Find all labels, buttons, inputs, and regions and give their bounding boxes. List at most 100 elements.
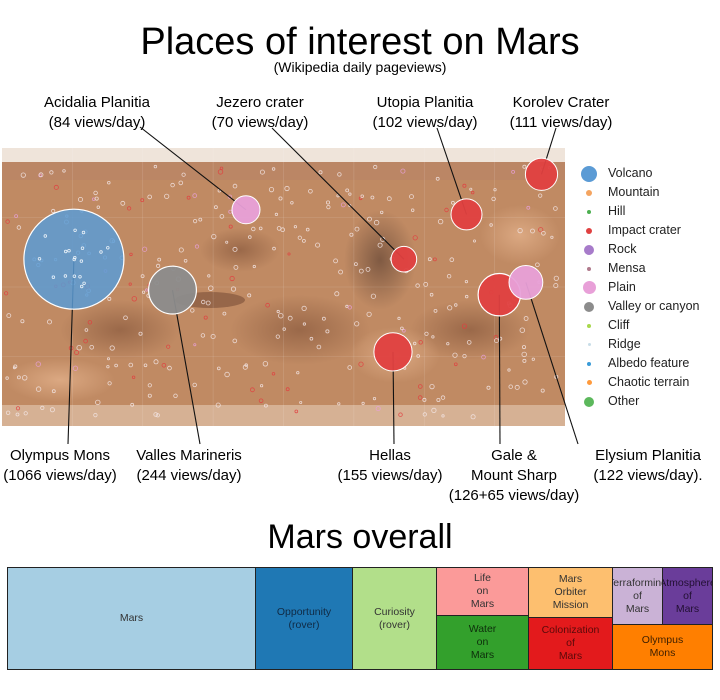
minor-marker (507, 368, 511, 372)
minor-marker (294, 409, 299, 414)
minor-marker (215, 402, 221, 408)
legend-swatch (578, 361, 600, 366)
label-views: (1066 views/day) (3, 467, 117, 484)
minor-marker (147, 383, 152, 388)
legend-swatch (578, 380, 600, 385)
legend-label: Hill (608, 204, 626, 218)
minor-marker (276, 226, 282, 231)
minor-marker (248, 235, 252, 239)
minor-marker (82, 281, 86, 285)
minor-marker (166, 344, 171, 349)
minor-marker (305, 227, 310, 232)
minor-marker (83, 338, 88, 344)
minor-marker (79, 259, 84, 263)
legend-entry: Ridge (578, 335, 641, 354)
legend-marker (587, 209, 591, 214)
minor-marker (333, 258, 339, 264)
minor-marker (127, 206, 132, 211)
leader-line (525, 282, 579, 445)
label-utopia-planitia: Utopia Planitia (102 views/day) (372, 93, 477, 133)
minor-marker (465, 294, 469, 299)
minor-marker (441, 414, 445, 418)
treemap-tile-atmosphere-of-mars: Atmosphere of Mars (662, 567, 713, 625)
label-line: Valles Marineris (136, 447, 242, 464)
marker-elysium-planitia (508, 265, 544, 300)
legend-swatch (578, 189, 600, 196)
minor-marker (35, 386, 42, 392)
legend-label: Mountain (608, 185, 660, 199)
minor-marker (211, 234, 217, 240)
minor-marker (87, 320, 93, 325)
minor-marker (287, 315, 293, 321)
minor-marker (429, 383, 435, 390)
minor-marker (358, 361, 364, 367)
legend-marker (586, 380, 592, 385)
legend-label: Other (608, 394, 640, 408)
minor-marker (276, 309, 280, 314)
minor-marker (5, 376, 9, 380)
minor-marker (297, 235, 302, 240)
minor-marker (462, 353, 467, 359)
minor-marker (213, 205, 218, 210)
minor-marker (353, 262, 358, 267)
marker-olympus-mons (23, 208, 125, 310)
minor-marker (293, 225, 297, 229)
minor-marker (553, 283, 559, 289)
minor-marker (140, 274, 145, 279)
minor-marker (508, 384, 513, 389)
label-line: Olympus Mons (9, 447, 111, 464)
legend-label: Cliff (608, 318, 630, 332)
minor-marker (411, 208, 415, 212)
minor-marker (186, 195, 191, 200)
minor-marker (156, 263, 161, 268)
minor-marker (193, 343, 197, 347)
treemap-tile-curiosity-rover: Curiosity (rover) (352, 567, 437, 670)
legend-label: Plain (608, 280, 636, 294)
legend-marker (584, 301, 594, 312)
minor-marker (446, 342, 450, 346)
minor-marker (178, 247, 184, 253)
minor-marker (183, 258, 188, 263)
minor-marker (416, 354, 421, 358)
legend-label: Albedo feature (608, 356, 690, 370)
label-gale-mount-sharp: Gale & Mount Sharp (126+65 views/day) (449, 446, 580, 506)
minor-marker (140, 198, 145, 203)
minor-marker (251, 226, 256, 232)
legend-marker (584, 244, 594, 255)
minor-marker (400, 168, 406, 174)
minor-marker (316, 344, 322, 350)
minor-marker (3, 291, 9, 296)
minor-marker (153, 164, 158, 169)
minor-marker (265, 302, 270, 308)
minor-marker (35, 361, 41, 367)
legend-swatch (578, 396, 600, 407)
minor-marker (326, 205, 331, 210)
minor-marker (397, 316, 401, 320)
minor-marker (263, 403, 268, 408)
legend-marker (586, 189, 592, 196)
minor-marker (15, 412, 20, 417)
minor-marker (51, 389, 56, 394)
minor-marker (285, 387, 290, 392)
minor-marker (252, 264, 256, 269)
minor-marker (370, 195, 375, 200)
legend-swatch (578, 165, 600, 182)
minor-marker (200, 299, 206, 305)
minor-marker (325, 329, 330, 334)
legend-label: Mensa (608, 261, 646, 275)
minor-marker (412, 235, 418, 241)
minor-marker (354, 226, 360, 232)
chart-subtitle: (Wikipedia daily pageviews) (273, 59, 447, 75)
minor-marker (415, 283, 420, 288)
minor-marker (93, 412, 98, 418)
minor-marker (73, 228, 77, 232)
legend-label: Valley or canyon (608, 299, 700, 313)
legend-label: Chaotic terrain (608, 375, 690, 389)
minor-marker (205, 300, 211, 306)
minor-marker (373, 164, 378, 170)
minor-marker (435, 176, 440, 181)
minor-marker (498, 336, 503, 341)
label-views: (84 views/day) (48, 114, 146, 131)
minor-marker (249, 387, 255, 393)
legend-marker (582, 281, 596, 294)
